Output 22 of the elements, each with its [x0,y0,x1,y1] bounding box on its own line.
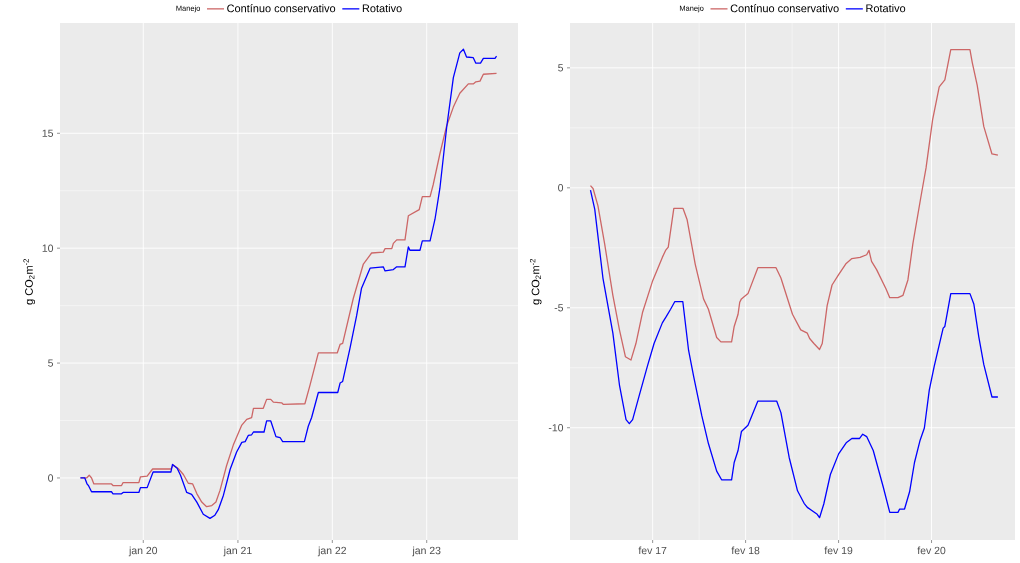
x-tick-label: fev 17 [638,546,667,555]
legend-label: Rotativo [866,4,906,13]
x-tick-label: fev 19 [824,546,853,555]
y-tick-label: 5 [558,64,564,72]
x-tick-label: jan 21 [223,546,252,557]
x-tick-label: fev 20 [917,546,946,555]
legend-label: Rotativo [362,4,402,13]
y-axis-title: g CO$_{2}$m$^{-2}$ [23,258,35,305]
legend-label: Contínuo conservativo [227,4,336,13]
y-axis-title: g CO$_{2}$m$^{-2}$ [529,258,542,305]
x-tick-label: jan 22 [317,546,347,557]
y-tick-label: 0 [48,474,54,482]
y-tick-label: 10 [42,244,54,252]
y-tick-label: 0 [558,184,564,192]
legend-label: Contínuo conservativo [730,4,839,13]
x-tick-label: jan 23 [412,546,441,557]
y-tick-label: 5 [48,359,54,367]
x-tick-label: fev 18 [731,546,760,555]
x-tick-label: jan 20 [128,546,158,557]
y-tick-label: -10 [548,424,564,432]
y-tick-label: 15 [42,129,54,137]
y-tick-label: -5 [554,304,564,312]
